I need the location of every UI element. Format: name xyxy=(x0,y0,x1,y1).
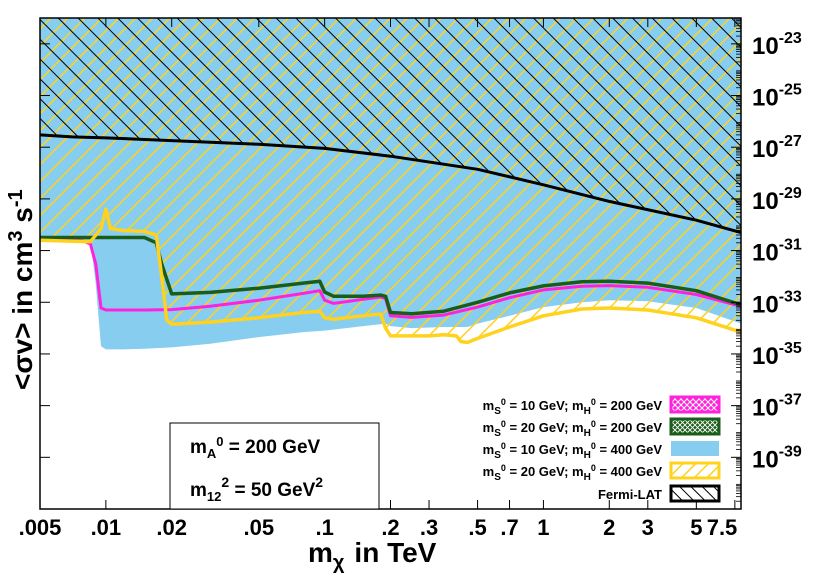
x-tick-label: .05 xyxy=(243,515,274,540)
y-tick-label: 10-33 xyxy=(752,288,802,318)
parameter-box: mA0 = 200 GeV m122 = 50 GeV2 xyxy=(169,422,380,510)
parameter-ma0: mA0 = 200 GeV xyxy=(190,434,321,461)
x-tick-label: .1 xyxy=(315,515,333,540)
region-fermi-lat-hatch xyxy=(40,18,741,233)
y-tick-label: 10-35 xyxy=(752,340,802,370)
x-tick-label: .005 xyxy=(19,515,62,540)
parameter-box-frame xyxy=(169,422,380,510)
line-ms10-mh200 xyxy=(40,236,741,319)
legend-swatch xyxy=(669,484,721,503)
line-ms20-mh400 xyxy=(40,207,741,345)
plot-area xyxy=(40,18,741,350)
x-tick-label: 5 xyxy=(690,515,702,540)
y-tick-label: 10-27 xyxy=(752,133,802,163)
y-axis-title: <σv> in cm3 s-1 xyxy=(5,189,38,390)
x-tick-label: 2 xyxy=(603,515,615,540)
y-axis-ticks: 10-23 10-25 10-27 10-29 10-31 10-33 10-35 10-37… xyxy=(40,18,802,502)
x-axis-ticks: .005 .01 .02 .05 .1 .2 .3 .5 .7 1 2 3 5 7.5 xyxy=(19,18,738,540)
exclusion-regions xyxy=(40,18,741,350)
x-tick-label: .2 xyxy=(381,515,399,540)
legend-label: mS0 = 20 GeV; mH0 = 200 GeV xyxy=(483,419,663,439)
x-tick-label: 7.5 xyxy=(707,515,738,540)
series-lines xyxy=(40,133,741,345)
legend-label: mS0 = 20 GeV; mH0 = 400 GeV xyxy=(483,463,663,483)
legend-swatch xyxy=(671,441,719,456)
y-tick-label: 10-29 xyxy=(752,185,802,215)
x-tick-label: 1 xyxy=(537,515,549,540)
legend-swatch xyxy=(669,417,721,436)
x-tick-label: .5 xyxy=(468,515,486,540)
x-tick-label: .02 xyxy=(156,515,187,540)
y-tick-label: 10-37 xyxy=(752,392,802,422)
x-tick-label: .7 xyxy=(500,515,518,540)
x-tick-label: 3 xyxy=(642,515,654,540)
y-tick-label: 10-39 xyxy=(752,443,802,473)
legend-swatch xyxy=(669,461,721,480)
y-tick-label: 10-31 xyxy=(752,237,802,267)
legend-label: Fermi-LAT xyxy=(598,487,662,502)
line-ms20-mh200 xyxy=(40,235,741,316)
parameter-m12: m122 = 50 GeV2 xyxy=(190,474,323,504)
legend-swatch xyxy=(669,395,721,414)
y-tick-label: 10-23 xyxy=(752,30,802,60)
y-tick-label: 10-25 xyxy=(752,82,802,112)
x-tick-label: .3 xyxy=(420,515,438,540)
x-tick-label: .01 xyxy=(91,515,122,540)
line-fermi-lat xyxy=(40,133,741,234)
legend-label: mS0 = 10 GeV; mH0 = 400 GeV xyxy=(483,441,663,461)
x-axis-title: mχ in TeV xyxy=(308,537,437,574)
legend-label: mS0 = 10 GeV; mH0 = 200 GeV xyxy=(483,397,663,417)
